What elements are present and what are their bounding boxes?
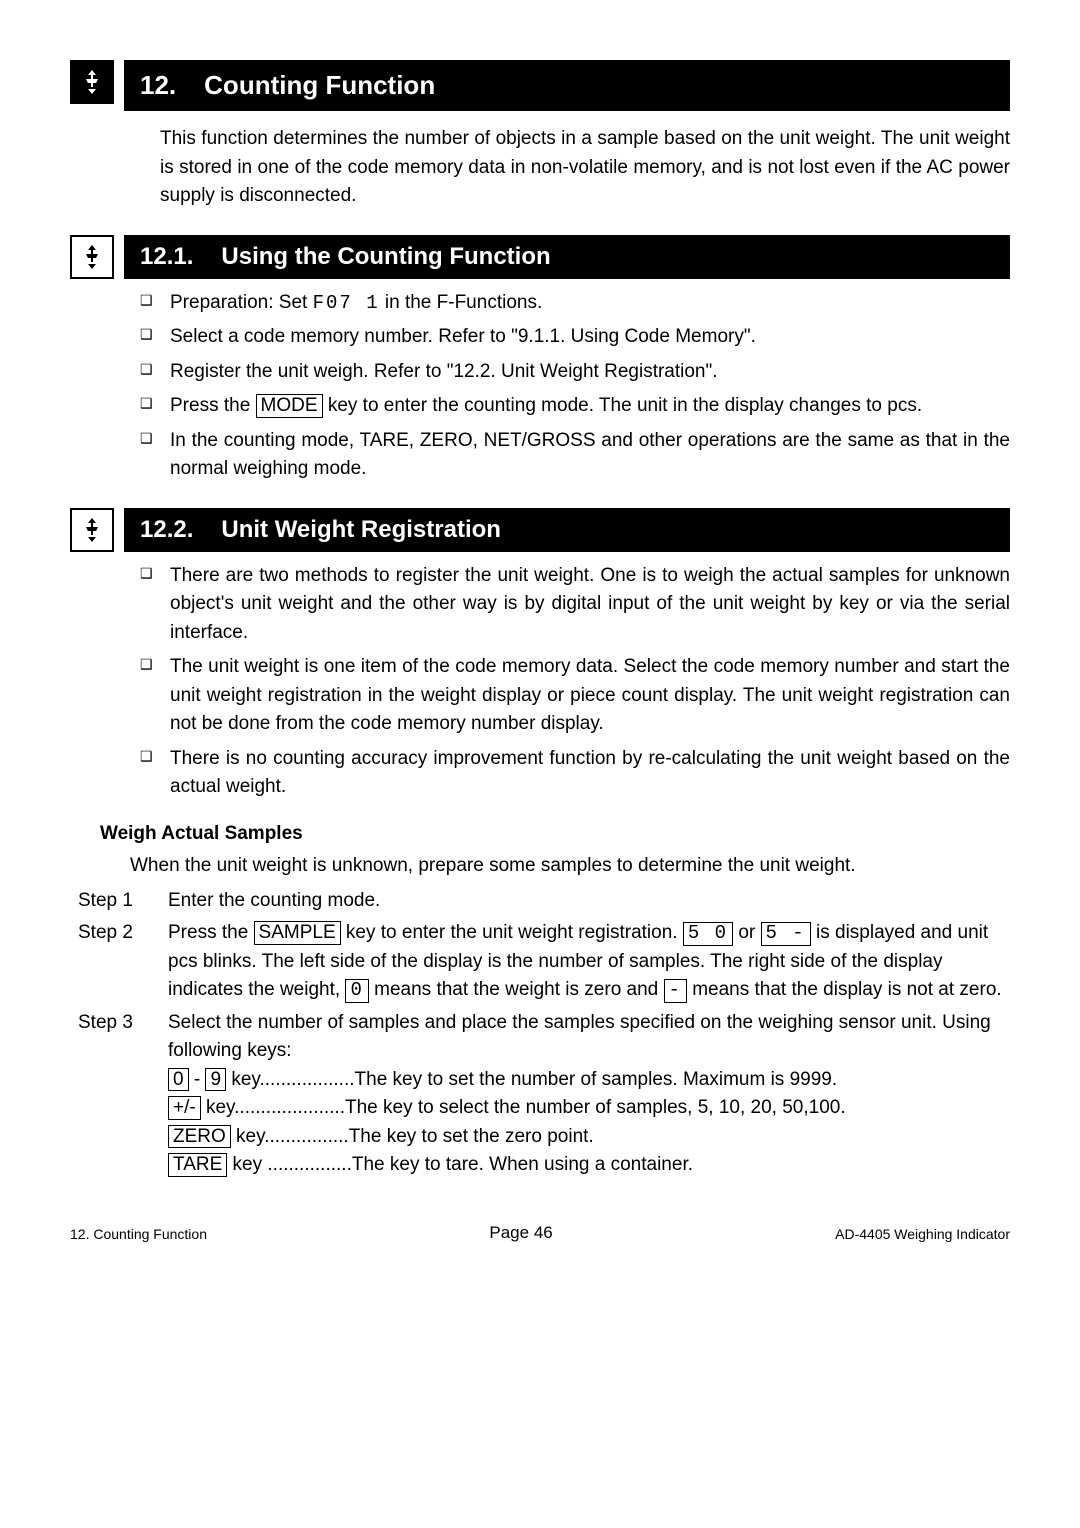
section-title: Unit Weight Registration (221, 512, 501, 548)
chapter-header: 12. Counting Function (70, 60, 1010, 111)
seg-code: F07 1 (313, 292, 380, 314)
section-header-122: 12.2. Unit Weight Registration (70, 508, 1010, 552)
page-footer: 12. Counting Function Page 46 AD-4405 We… (70, 1220, 1010, 1246)
section-header-121: 12.1. Using the Counting Function (70, 235, 1010, 279)
weigh-intro: When the unit weight is unknown, prepare… (130, 852, 1010, 881)
scale-icon (70, 60, 114, 104)
display-segment: 0 (345, 979, 368, 1003)
mode-key: MODE (256, 394, 323, 418)
display-segment: - (664, 979, 687, 1003)
tare-key: TARE (168, 1153, 227, 1177)
digit-key: 0 (168, 1068, 189, 1092)
scale-icon (70, 508, 114, 552)
bullets-121: Preparation: Set F07 1 in the F-Function… (130, 289, 1010, 484)
section-number: 12.1. (140, 239, 193, 275)
sample-key: SAMPLE (254, 921, 341, 945)
plusminus-key: +/- (168, 1096, 201, 1120)
section-title: Using the Counting Function (221, 239, 550, 275)
weigh-heading: Weigh Actual Samples (100, 820, 1010, 849)
step-2: Step 2 Press the SAMPLE key to enter the… (78, 919, 1010, 1005)
bullets-122: There are two methods to register the un… (130, 562, 1010, 802)
step-3: Step 3 Select the number of samples and … (78, 1009, 1010, 1180)
chapter-title: Counting Function (204, 66, 435, 105)
display-segment: 5 - (761, 922, 811, 946)
step-1: Step 1 Enter the counting mode. (78, 887, 1010, 916)
footer-left: 12. Counting Function (70, 1224, 207, 1245)
footer-center: Page 46 (489, 1220, 552, 1246)
digit-key: 9 (205, 1068, 226, 1092)
chapter-intro: This function determines the number of o… (160, 125, 1010, 211)
section-number: 12.2. (140, 512, 193, 548)
scale-icon (70, 235, 114, 279)
footer-right: AD-4405 Weighing Indicator (835, 1224, 1010, 1245)
zero-key: ZERO (168, 1125, 231, 1149)
display-segment: 5 0 (683, 922, 733, 946)
chapter-number: 12. (140, 66, 176, 105)
